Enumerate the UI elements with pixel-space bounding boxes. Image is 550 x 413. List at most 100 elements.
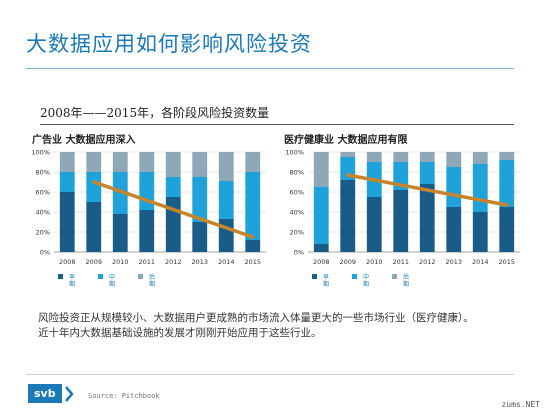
legend-label-early: 早期 — [323, 274, 329, 288]
bar-late-2015 — [499, 152, 515, 160]
bar-late-2013 — [192, 152, 208, 177]
x-tick-label: 2011 — [138, 258, 155, 266]
source-note: Source: Pitchbook — [88, 392, 160, 400]
legend-swatch-mid — [352, 274, 357, 279]
chart-subtitle: 2008年——2015年，各阶段风险投资数量 — [40, 106, 270, 120]
subtitle-divider — [40, 124, 514, 125]
footer-divider — [26, 374, 514, 375]
x-tick-label: 2015 — [498, 258, 515, 266]
y-tick-label: 0% — [40, 249, 50, 257]
y-tick-label: 80% — [290, 169, 304, 177]
bar-late-2011 — [139, 152, 155, 172]
bar-late-2010 — [112, 152, 128, 172]
x-tick-label: 2014 — [472, 258, 489, 266]
bar-early-2008 — [313, 244, 329, 252]
bar-early-2015 — [499, 207, 515, 252]
x-tick-label: 2008 — [313, 258, 330, 266]
legend-swatch-early — [312, 274, 317, 279]
advertising-chart: 0% 20% 40% 60% 80% 100% 2008 2009 2010 2011 2012 20… — [31, 149, 266, 288]
legend-label-late: 后期 — [403, 273, 409, 288]
bar-early-2014 — [472, 212, 488, 252]
x-tick-label: 2015 — [244, 258, 261, 266]
bar-late-2014 — [218, 152, 234, 181]
caption: 风险投资正从规模较小、大数据用户更成熟的市场流入体量更大的一些市场行业（医疗健康… — [38, 311, 518, 341]
bar-early-2015 — [245, 240, 261, 252]
bar-mid-2008 — [59, 172, 75, 192]
y-tick-label: 40% — [290, 209, 304, 217]
watermark: zums.NET — [501, 400, 540, 409]
y-tick-label: 40% — [36, 209, 50, 217]
bar-mid-2011 — [139, 172, 155, 210]
x-tick-label: 2010 — [112, 258, 129, 266]
bar-late-2010 — [366, 152, 382, 162]
healthcare-chart: 0% 20% 40% 60% 80% 100% 2008 2009 2010 2011 2012 20… — [285, 149, 520, 288]
bar-mid-2015 — [499, 160, 515, 207]
x-tick-label: 2012 — [419, 258, 436, 266]
x-tick-label: 2013 — [191, 258, 208, 266]
legend-label-mid: 中期 — [109, 273, 115, 288]
bar-early-2011 — [139, 210, 155, 252]
y-tick-label: 60% — [290, 189, 304, 197]
bar-early-2014 — [218, 219, 234, 252]
bar-late-2008 — [313, 152, 329, 187]
y-tick-label: 100% — [285, 149, 304, 157]
bar-early-2010 — [112, 214, 128, 252]
trend-line — [92, 180, 255, 239]
x-tick-label: 2010 — [366, 258, 383, 266]
legend-swatch-mid — [98, 274, 103, 279]
bar-mid-2009 — [86, 172, 102, 202]
bar-late-2012 — [419, 152, 435, 162]
y-tick-label: 20% — [290, 229, 304, 237]
x-tick-label: 2013 — [445, 258, 462, 266]
logo-text: svb — [28, 384, 62, 403]
bar-early-2010 — [366, 197, 382, 252]
legend-swatch-late — [138, 274, 143, 279]
y-tick-label: 20% — [36, 229, 50, 237]
bar-mid-2013 — [446, 167, 462, 207]
bar-early-2008 — [59, 192, 75, 252]
bar-mid-2012 — [419, 162, 435, 184]
x-tick-label: 2009 — [85, 258, 102, 266]
bar-early-2009 — [86, 202, 102, 252]
bar-early-2012 — [165, 197, 181, 252]
y-tick-label: 0% — [294, 249, 304, 257]
trend-line — [346, 173, 509, 207]
chart-title-advertising: 广告业 大数据应用深入 — [32, 135, 136, 146]
bar-late-2015 — [245, 152, 261, 172]
x-tick-label: 2009 — [339, 258, 356, 266]
bar-mid-2014 — [472, 164, 488, 212]
y-tick-label: 60% — [36, 189, 50, 197]
y-tick-label: 100% — [31, 149, 50, 157]
svb-logo: svb — [28, 384, 74, 403]
title-divider — [26, 68, 514, 69]
chevron-right-icon — [64, 385, 74, 402]
bar-late-2011 — [393, 152, 409, 162]
caption-line-2: 近十年内大数据基础设施的发展才刚刚开始应用于这些行业。 — [38, 327, 322, 339]
bar-early-2013 — [192, 222, 208, 252]
bar-late-2009 — [86, 152, 102, 172]
x-tick-label: 2011 — [392, 258, 409, 266]
y-tick-label: 80% — [36, 169, 50, 177]
bar-late-2013 — [446, 152, 462, 167]
bar-late-2014 — [472, 152, 488, 164]
bar-mid-2014 — [218, 181, 234, 219]
caption-line-1: 风险投资正从规模较小、大数据用户更成熟的市场流入体量更大的一些市场行业（医疗健康… — [38, 312, 474, 324]
bar-early-2009 — [340, 180, 356, 252]
bar-mid-2013 — [192, 177, 208, 222]
bar-early-2013 — [446, 207, 462, 252]
x-tick-label: 2014 — [218, 258, 235, 266]
bar-late-2012 — [165, 152, 181, 177]
page-title: 大数据应用如何影响风险投资 — [26, 32, 312, 56]
legend-swatch-late — [392, 274, 397, 279]
bar-mid-2015 — [245, 172, 261, 240]
bar-late-2009 — [340, 152, 356, 157]
x-tick-label: 2008 — [59, 258, 76, 266]
legend-label-late: 后期 — [149, 273, 155, 288]
bar-late-2008 — [59, 152, 75, 172]
chart-title-healthcare: 医疗健康业 大数据应用有限 — [284, 135, 408, 146]
bar-early-2011 — [393, 190, 409, 252]
bar-mid-2012 — [165, 177, 181, 197]
bar-mid-2008 — [313, 187, 329, 244]
legend-label-mid: 中期 — [363, 273, 369, 288]
bar-early-2012 — [419, 184, 435, 252]
